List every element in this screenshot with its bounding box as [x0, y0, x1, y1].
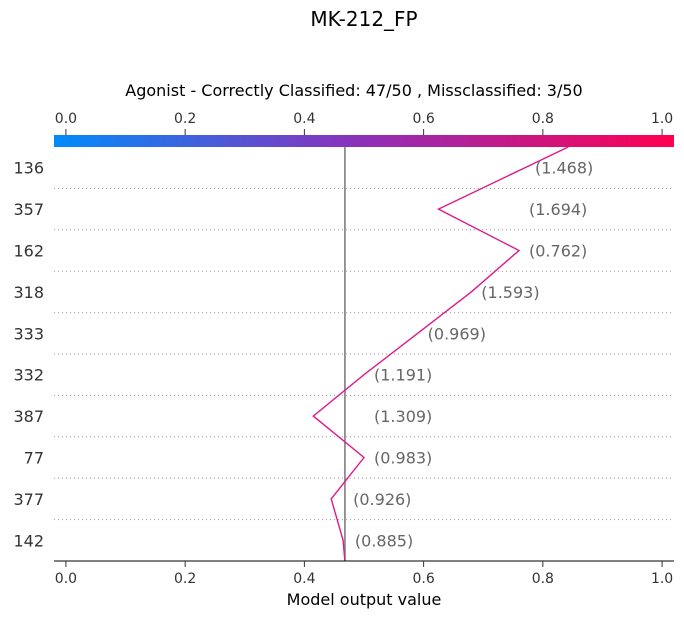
feature-labels: 142 377 77 387 332 333 318 162 357 136 [13, 159, 44, 551]
bottom-tick-label: 0.4 [293, 571, 315, 587]
top-axis-ticks: 0.0 0.2 0.4 0.6 0.8 1.0 [55, 111, 673, 135]
top-tick-label: 0.0 [55, 111, 77, 127]
value-label: (0.885) [355, 531, 413, 550]
top-tick-label: 1.0 [651, 111, 673, 127]
top-tick-label: 0.4 [293, 111, 315, 127]
colorbar [54, 135, 674, 147]
bottom-axis-ticks: 0.0 0.2 0.4 0.6 0.8 1.0 [55, 561, 673, 587]
feature-label: 142 [13, 531, 44, 550]
top-tick-label: 0.2 [174, 111, 196, 127]
value-label: (1.593) [481, 283, 539, 302]
feature-label: 377 [13, 490, 44, 509]
feature-label: 333 [13, 324, 44, 343]
value-label: (0.983) [374, 449, 432, 468]
top-tick-label: 0.6 [412, 111, 434, 127]
grid-lines [54, 187, 674, 521]
value-label: (1.694) [529, 200, 587, 219]
top-tick-label: 0.8 [532, 111, 554, 127]
value-label: (1.309) [374, 407, 432, 426]
feature-label: 77 [24, 449, 44, 468]
bottom-tick-label: 0.8 [532, 571, 554, 587]
feature-label: 136 [13, 159, 44, 178]
value-label: (1.191) [374, 366, 432, 385]
feature-label: 332 [13, 366, 44, 385]
decision-path-line [312, 146, 569, 562]
chart-title: MK-212_FP [310, 7, 417, 31]
value-labels: (0.885) (0.926) (0.983) (1.309) (1.191) (0.96… [353, 159, 593, 551]
value-label: (0.926) [353, 490, 411, 509]
chart-subtitle: Agonist - Correctly Classified: 47/50 , … [125, 81, 582, 100]
bottom-tick-label: 0.0 [55, 571, 77, 587]
feature-label: 387 [13, 407, 44, 426]
feature-label: 357 [13, 200, 44, 219]
x-axis-label: Model output value [287, 590, 442, 609]
value-label: (0.762) [529, 242, 587, 261]
bottom-tick-label: 0.2 [174, 571, 196, 587]
feature-label: 162 [13, 242, 44, 261]
feature-label: 318 [13, 283, 44, 302]
value-label: (1.468) [535, 159, 593, 178]
bottom-tick-label: 1.0 [651, 571, 673, 587]
value-label: (0.969) [428, 324, 486, 343]
bottom-tick-label: 0.6 [412, 571, 434, 587]
